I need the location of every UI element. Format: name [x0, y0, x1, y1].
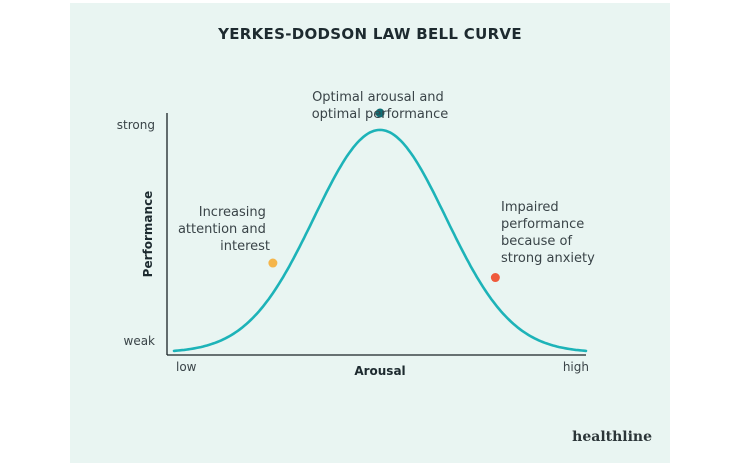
annotation-optimal: Optimal arousal and optimal performance	[312, 90, 449, 122]
annotation-line: Impaired	[501, 200, 559, 215]
healthline-logo: healthline	[572, 429, 652, 445]
annotation-line: performance	[501, 217, 584, 232]
y-tick-label-weak: weak	[124, 334, 156, 348]
annotation-dot-optimal	[375, 108, 385, 118]
bell-curve-line	[172, 128, 588, 353]
annotation-line: strong anxiety	[501, 251, 595, 266]
x-tick-label-low: low	[176, 360, 197, 374]
y-tick-label-strong: strong	[117, 118, 155, 132]
annotation-line: Increasing	[199, 205, 266, 220]
x-axis-title: Arousal	[354, 364, 405, 378]
annotation-increasing-attention: Increasing attention and interest	[178, 205, 270, 254]
annotation-line: because of	[501, 234, 572, 249]
y-axis-title: Performance	[141, 191, 155, 278]
annotation-line: optimal performance	[312, 107, 449, 122]
annotation-dot-impaired	[490, 273, 500, 283]
chart-card: YERKES-DODSON LAW BELL CURVE strong weak…	[70, 3, 670, 463]
annotation-impaired: Impaired performance because of strong a…	[501, 200, 595, 266]
annotation-dot-increasing-attention	[268, 258, 278, 268]
x-tick-label-high: high	[563, 360, 589, 374]
bell-curve-chart: strong weak low high Arousal Performance…	[117, 90, 595, 378]
annotation-line: attention and	[178, 222, 266, 237]
chart-title: YERKES-DODSON LAW BELL CURVE	[218, 25, 522, 43]
annotation-line: interest	[220, 239, 270, 254]
annotation-line: Optimal arousal and	[312, 90, 444, 105]
